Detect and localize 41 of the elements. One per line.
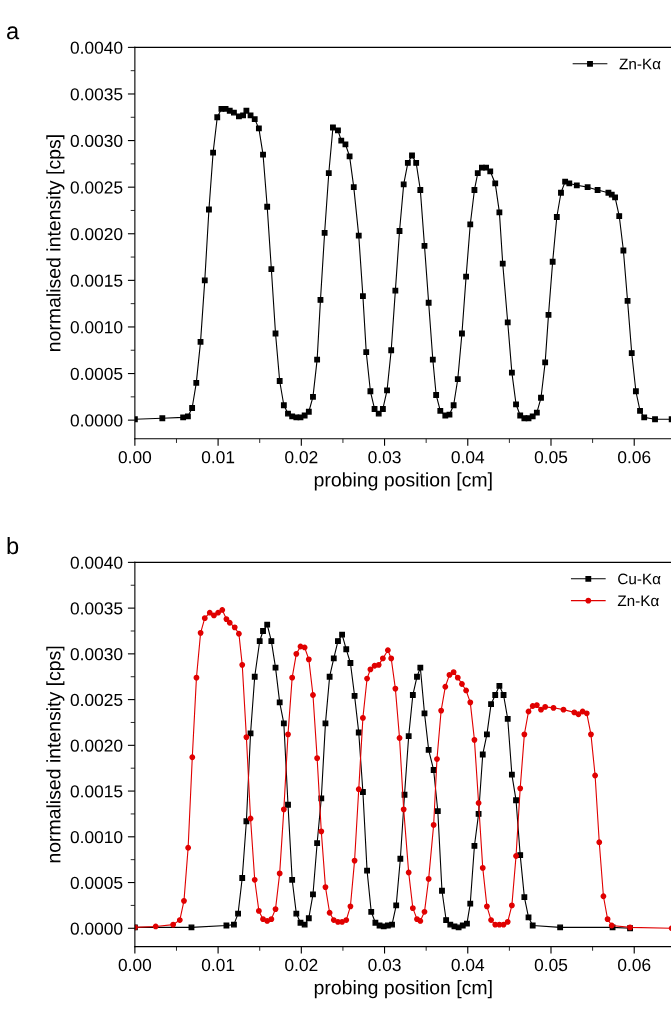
y-tick-label: 0.0035 [70,602,123,615]
x-tick-label: 0.00 [118,958,152,972]
x-tick-label: 0.02 [285,451,318,464]
x-tick-label: 0.04 [451,958,485,972]
x-axis-title: probing position [cm] [314,980,492,999]
y-tick-label: 0.0020 [70,739,123,752]
x-tick-label: 0.04 [451,451,485,464]
y-axis-title: normalised intensity [cps] [46,135,65,351]
y-tick-label: 0.0000 [70,922,123,935]
y-tick-label: 0.0020 [70,227,123,241]
x-tick-label: 0.05 [534,958,568,972]
y-tick-label: 0.0000 [70,414,123,427]
y-tick-label: 0.0015 [70,274,123,287]
y-tick-label: 0.0005 [70,876,123,889]
x-tick-label: 0.01 [201,451,235,464]
y-tick-label: 0.0025 [70,693,123,707]
chart-title: b [7,536,19,555]
y-tick-label: 0.0005 [70,367,123,381]
y-axis-title: normalised intensity [cps] [46,646,65,863]
y-tick-label: 0.0040 [70,41,123,54]
y-tick-label: 0.0015 [70,785,123,798]
y-tick-label: 0.0010 [70,321,123,334]
x-axis-title: probing position [cm] [314,472,492,491]
x-tick-label: 0.05 [534,451,568,464]
x-tick-label: 0.01 [201,958,235,972]
x-tick-label: 0.03 [368,451,401,464]
x-tick-label: 0.02 [285,958,318,972]
legend-label: Zn-Kα [619,58,661,70]
x-tick-label: 0.03 [368,958,401,972]
chart-title: a [7,26,20,40]
x-tick-label: 0.06 [618,958,651,972]
y-tick-label: 0.0035 [70,88,123,101]
y-tick-label: 0.0010 [70,830,123,844]
y-tick-label: 0.0025 [70,181,123,194]
y-tick-label: 0.0030 [70,134,123,148]
y-tick-label: 0.0030 [70,648,123,661]
legend-label: Cu-Kα [618,573,661,585]
x-tick-label: 0.06 [618,451,651,464]
legend-label: Zn-Kα [617,595,659,607]
x-tick-label: 0.00 [118,451,152,464]
y-tick-label: 0.0040 [70,556,123,569]
